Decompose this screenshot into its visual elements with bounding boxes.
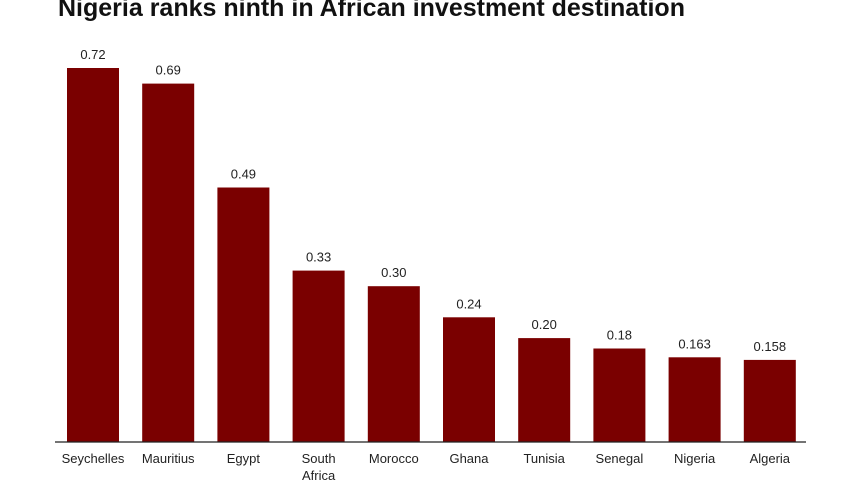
value-label: 0.69 — [156, 63, 181, 78]
value-label: 0.30 — [381, 265, 406, 280]
bar-mauritius — [142, 83, 195, 442]
value-label: 0.20 — [532, 317, 557, 332]
value-label: 0.24 — [456, 296, 481, 311]
chart-title: Nigeria ranks ninth in African investmen… — [58, 0, 685, 22]
bar-seychelles — [67, 68, 119, 442]
value-label: 0.49 — [231, 167, 256, 182]
value-label: 0.33 — [306, 250, 331, 265]
category-label: Senegal — [596, 451, 644, 466]
bar-nigeria — [668, 357, 721, 442]
bar-tunisia — [518, 338, 571, 442]
category-label: Tunisia — [523, 451, 565, 466]
category-label: Africa — [302, 468, 336, 483]
bar-south-africa — [292, 270, 345, 442]
category-label: Ghana — [449, 451, 489, 466]
category-label: Seychelles — [62, 451, 125, 466]
value-label: 0.163 — [678, 336, 711, 351]
category-label: Morocco — [369, 451, 419, 466]
bar-ghana — [443, 317, 495, 442]
value-label: 0.18 — [607, 328, 632, 343]
bar-algeria — [743, 359, 796, 442]
bar-egypt — [217, 187, 270, 442]
category-label: Algeria — [750, 451, 791, 466]
category-label: Mauritius — [142, 451, 195, 466]
value-label: 0.72 — [80, 47, 105, 62]
category-label: Nigeria — [674, 451, 716, 466]
bars-layer — [67, 68, 796, 442]
bar-senegal — [593, 348, 646, 442]
bar-morocco — [367, 286, 420, 442]
category-label: Egypt — [227, 451, 261, 466]
labels-layer: 0.72 Seychelles 0.69 Mauritius 0.49 Egypt 0.33… — [62, 47, 791, 483]
value-label: 0.158 — [754, 339, 787, 354]
category-label: South — [302, 451, 336, 466]
